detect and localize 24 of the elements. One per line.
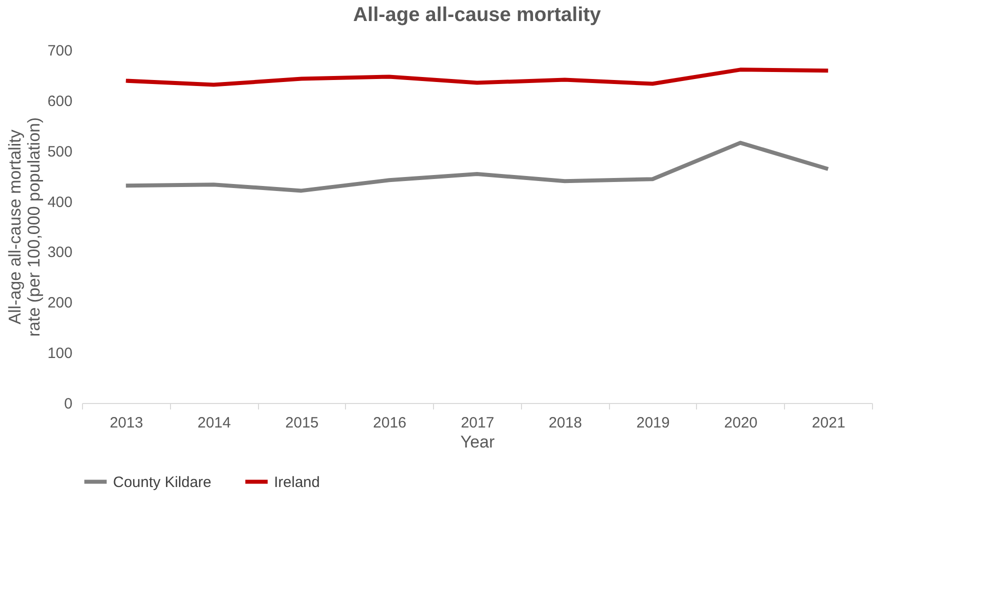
x-tick-label: 2014	[197, 414, 231, 432]
x-axis-title: Year	[460, 432, 496, 452]
x-tick-label: 2018	[548, 414, 582, 432]
line-series	[124, 68, 830, 87]
x-tick-label: 2020	[724, 414, 758, 432]
x-tick-label: 2019	[636, 414, 670, 432]
y-tick-label: 100	[47, 345, 72, 362]
x-tick-label: 2016	[373, 414, 406, 432]
y-tick-label: 0	[64, 396, 72, 412]
line-series	[124, 140, 830, 193]
chart-title: All-age all-cause mortality	[353, 4, 602, 26]
y-tick-label: 200	[47, 294, 72, 312]
x-tick-label: 2013	[110, 414, 144, 432]
legend-label: County Kildare	[113, 474, 212, 491]
legend-label: Ireland	[274, 474, 320, 491]
y-tick-label: 700	[47, 42, 72, 60]
y-tick-label: 300	[47, 244, 72, 262]
y-axis-title: All-age all-cause mortality rate (per 100,000 population)	[5, 117, 44, 337]
y-tick-label: 600	[47, 92, 72, 110]
y-tick-label: 400	[47, 194, 72, 211]
y-tick-label: 500	[47, 143, 72, 160]
x-tick-label: 2015	[285, 414, 319, 432]
x-tick-label: 2017	[460, 414, 494, 432]
x-tick-label: 2021	[812, 414, 846, 432]
